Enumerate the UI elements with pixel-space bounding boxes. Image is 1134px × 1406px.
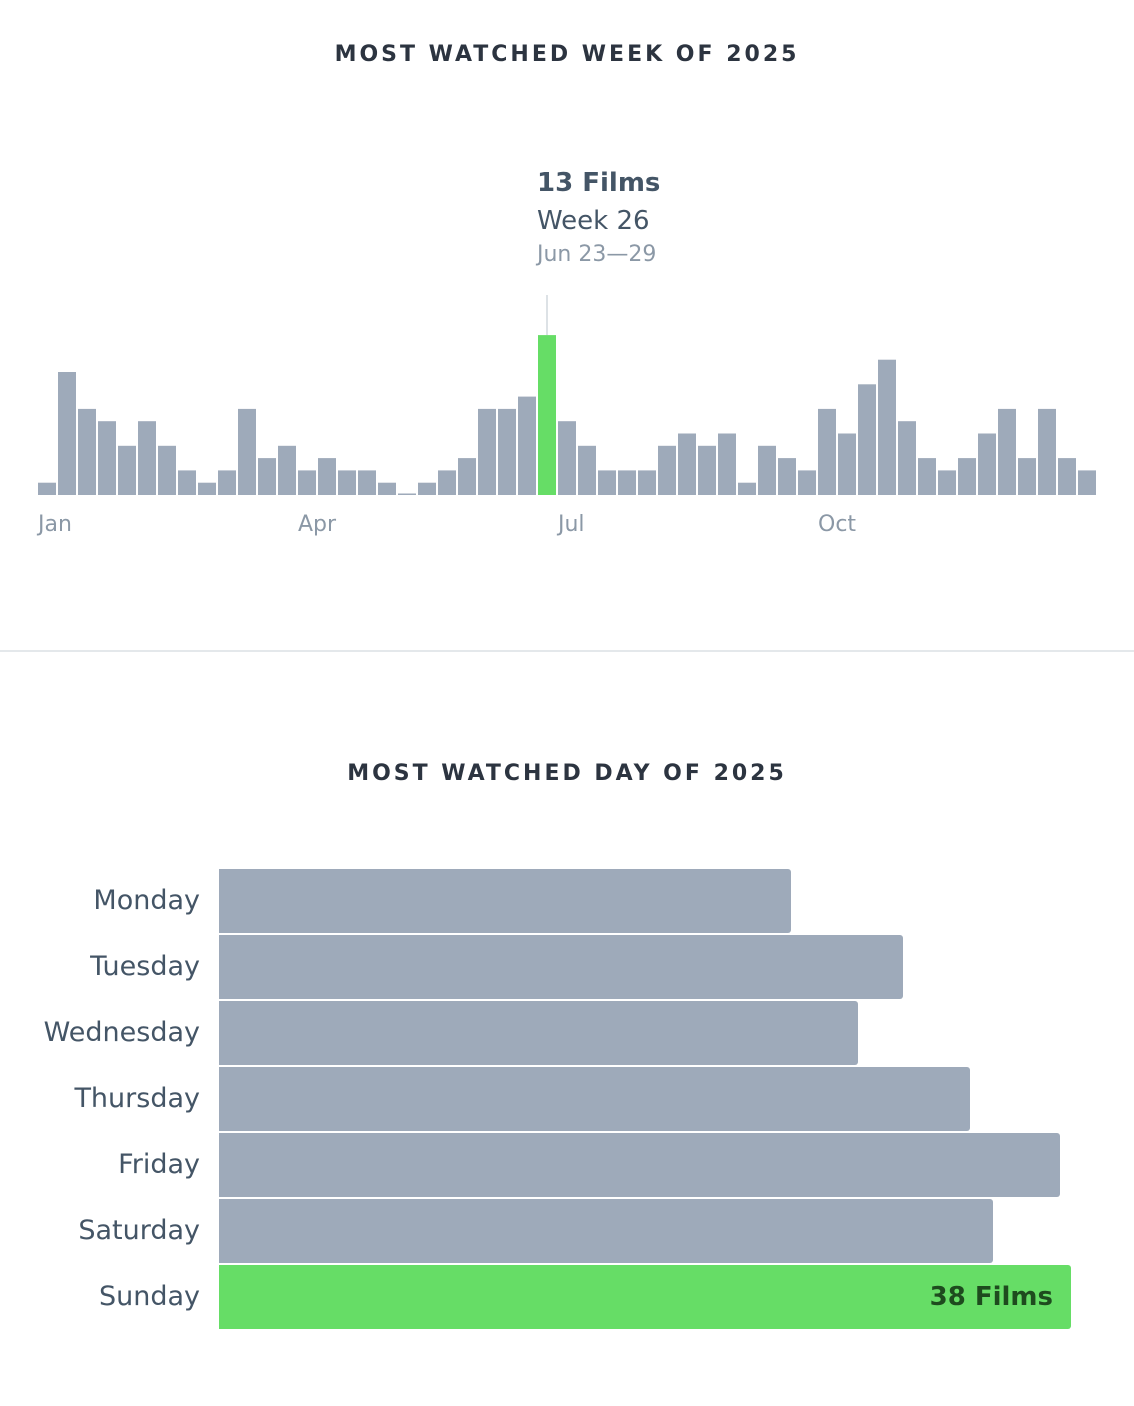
week-bar[interactable]: [858, 384, 876, 495]
day-row: Sunday 38 Films: [0, 1265, 1134, 1329]
week-bar-highlight[interactable]: [538, 335, 556, 495]
tooltip-week: Week 26: [537, 206, 650, 236]
week-bar[interactable]: [178, 470, 196, 495]
week-tooltip: 13 Films Week 26 Jun 23—29: [537, 166, 660, 270]
day-label: Wednesday: [43, 1017, 200, 1048]
day-row: Monday: [0, 869, 1134, 933]
day-bar[interactable]: [219, 1199, 993, 1263]
week-bar[interactable]: [1038, 408, 1056, 495]
day-label: Monday: [93, 885, 200, 916]
day-label: Friday: [118, 1149, 200, 1180]
week-bar[interactable]: [618, 470, 636, 495]
day-bar[interactable]: [219, 1001, 858, 1065]
week-bar[interactable]: [958, 458, 976, 495]
week-bar[interactable]: [878, 359, 896, 495]
week-bar[interactable]: [998, 408, 1016, 495]
week-bar[interactable]: [418, 482, 436, 495]
week-bar[interactable]: [558, 421, 576, 495]
day-row: Friday: [0, 1133, 1134, 1197]
week-bar[interactable]: [318, 458, 336, 495]
week-bar[interactable]: [198, 482, 216, 495]
day-row: Tuesday: [0, 935, 1134, 999]
week-bar[interactable]: [238, 408, 256, 495]
tooltip-range: Jun 23—29: [537, 242, 657, 267]
week-section-title: MOST WATCHED WEEK OF 2025: [334, 42, 800, 67]
week-bar[interactable]: [78, 408, 96, 495]
week-bar[interactable]: [818, 408, 836, 495]
week-bar[interactable]: [718, 433, 736, 496]
day-label: Saturday: [78, 1215, 200, 1246]
week-bar[interactable]: [578, 445, 596, 495]
week-bar[interactable]: [838, 433, 856, 496]
week-bar[interactable]: [518, 396, 536, 495]
week-bar[interactable]: [118, 445, 136, 495]
week-bar[interactable]: [218, 470, 236, 495]
day-label: Tuesday: [90, 951, 200, 982]
day-row: Thursday: [0, 1067, 1134, 1131]
tooltip-value: 13 Films: [537, 168, 661, 198]
week-bar[interactable]: [758, 445, 776, 495]
week-bar[interactable]: [258, 458, 276, 495]
week-bar[interactable]: [398, 493, 416, 496]
week-bar[interactable]: [918, 458, 936, 495]
week-bar[interactable]: [358, 470, 376, 495]
week-bar[interactable]: [678, 433, 696, 496]
week-bar[interactable]: [1018, 458, 1036, 495]
week-bar[interactable]: [478, 408, 496, 495]
section-divider: [0, 650, 1134, 652]
week-bar[interactable]: [898, 421, 916, 495]
week-bar[interactable]: [38, 482, 56, 495]
day-section-title: MOST WATCHED DAY OF 2025: [347, 761, 787, 786]
day-bar[interactable]: [219, 1133, 1060, 1197]
week-bar[interactable]: [458, 458, 476, 495]
week-bar[interactable]: [798, 470, 816, 495]
month-tick-label: Jan: [36, 512, 72, 537]
week-bar[interactable]: [978, 433, 996, 496]
week-bar[interactable]: [158, 445, 176, 495]
day-bar-value-label: 38 Films: [929, 1282, 1053, 1312]
week-bar[interactable]: [378, 482, 396, 495]
week-bar[interactable]: [98, 421, 116, 495]
day-bar[interactable]: [219, 869, 791, 933]
week-bar[interactable]: [1058, 458, 1076, 495]
week-bar[interactable]: [278, 445, 296, 495]
day-row: Saturday: [0, 1199, 1134, 1263]
month-tick-label: Apr: [298, 512, 337, 537]
day-bar[interactable]: [219, 1067, 970, 1131]
week-bar[interactable]: [738, 482, 756, 495]
month-tick-label: Oct: [818, 512, 856, 537]
week-bar[interactable]: [698, 445, 716, 495]
week-bar[interactable]: [638, 470, 656, 495]
week-bar[interactable]: [938, 470, 956, 495]
week-bar[interactable]: [338, 470, 356, 495]
day-bar[interactable]: [219, 935, 903, 999]
week-bar[interactable]: [598, 470, 616, 495]
week-bar[interactable]: [298, 470, 316, 495]
day-label: Thursday: [74, 1083, 200, 1114]
week-bar[interactable]: [58, 372, 76, 495]
day-label: Sunday: [98, 1281, 200, 1312]
month-tick-label: Jul: [556, 512, 585, 537]
week-bar[interactable]: [138, 421, 156, 495]
week-bar[interactable]: [438, 470, 456, 495]
week-bar[interactable]: [1078, 470, 1096, 495]
day-bar-highlight[interactable]: 38 Films: [219, 1265, 1071, 1329]
week-bar[interactable]: [498, 408, 516, 495]
week-chart: Jan Apr Jul Oct: [36, 295, 1096, 537]
day-row: Wednesday: [0, 1001, 1134, 1065]
week-bar[interactable]: [658, 445, 676, 495]
week-bar[interactable]: [778, 458, 796, 495]
